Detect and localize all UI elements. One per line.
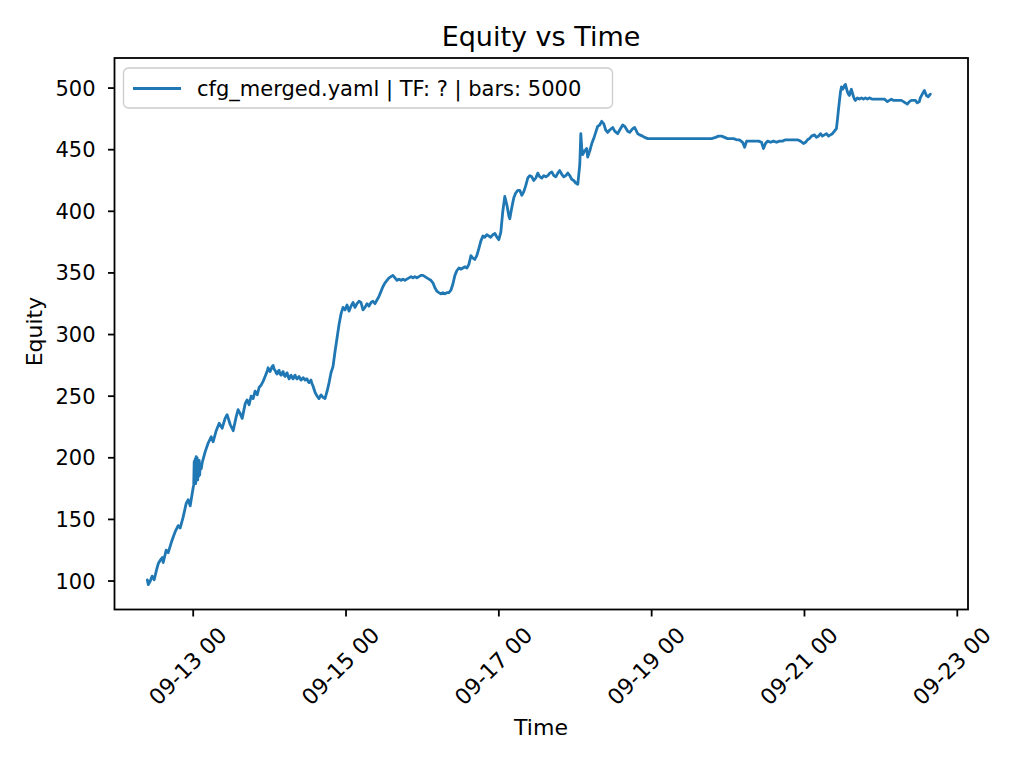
y-axis-ticks: 100 150 200 250 300 350 400 450 500 bbox=[55, 77, 114, 594]
y-tick-label: 300 bbox=[55, 323, 95, 347]
x-tick-label: 09-17 00 bbox=[450, 622, 538, 710]
y-axis-label: Equity bbox=[22, 297, 47, 367]
legend-label: cfg_merged.yaml | TF: ? | bars: 5000 bbox=[197, 77, 581, 102]
x-tick-label: 09-19 00 bbox=[603, 622, 691, 710]
y-tick-label: 400 bbox=[55, 200, 95, 224]
equity-series-line bbox=[147, 84, 930, 584]
y-tick-label: 250 bbox=[55, 385, 95, 409]
equity-chart: 100150200250300350400450500 09-13 0009-1… bbox=[0, 0, 1024, 768]
y-tick-label: 100 bbox=[55, 570, 95, 594]
y-tick-label: 450 bbox=[55, 138, 95, 162]
x-tick-label: 09-21 00 bbox=[755, 622, 843, 710]
y-tick-label: 500 bbox=[55, 77, 95, 101]
x-axis-ticks: 09-13 00 09-15 00 09-17 00 09-19 00 09-21 00… bbox=[144, 610, 996, 710]
y-tick-label: 350 bbox=[55, 261, 95, 285]
figure: 100150200250300350400450500 09-13 0009-1… bbox=[0, 0, 1024, 768]
x-tick-label: 09-23 00 bbox=[908, 622, 996, 710]
legend: cfg_merged.yaml | TF: ? | bars: 5000 bbox=[124, 68, 613, 108]
x-tick-label: 09-13 00 bbox=[144, 622, 232, 710]
y-tick-label: 150 bbox=[55, 508, 95, 532]
y-tick-label: 200 bbox=[55, 446, 95, 470]
x-axis-label: Time bbox=[513, 715, 568, 740]
chart-title: Equity vs Time bbox=[442, 21, 641, 52]
plot-border bbox=[115, 58, 969, 610]
x-tick-label: 09-15 00 bbox=[297, 622, 385, 710]
